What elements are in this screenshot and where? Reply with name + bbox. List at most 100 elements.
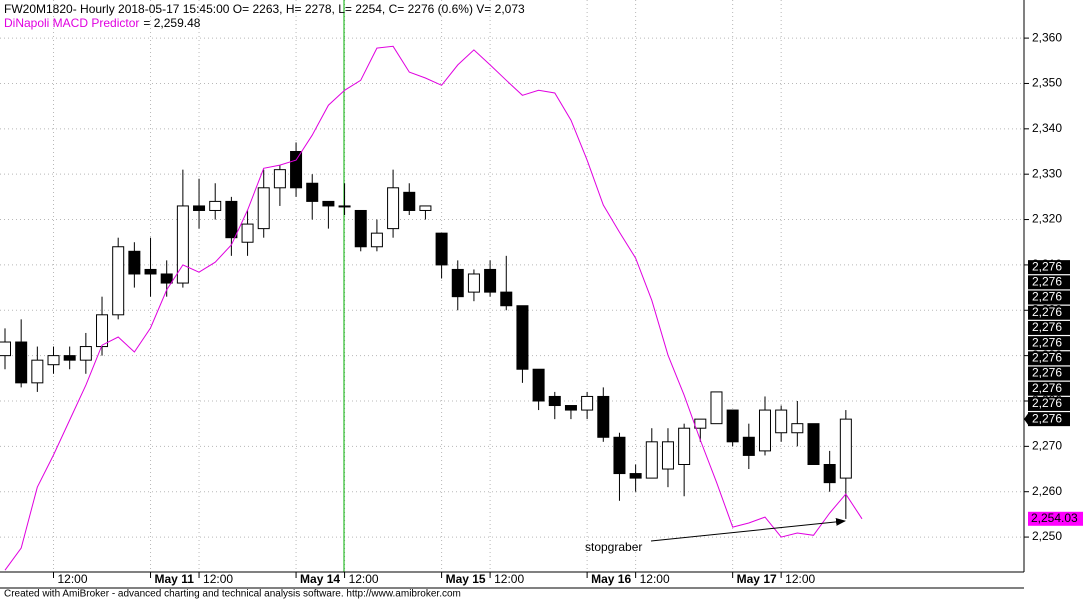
close-tag: 2,276 <box>1032 290 1062 304</box>
candle-body <box>241 223 254 243</box>
close-tag: 2,276 <box>1032 259 1062 273</box>
candle-body <box>581 395 594 411</box>
y-tick-label: 2,360 <box>1032 30 1062 44</box>
indicator-line: DiNapoli MACD Predictor = 2,259.48 <box>4 16 201 30</box>
close-tag-box <box>1028 320 1070 335</box>
candle-body <box>435 232 448 266</box>
candle-body <box>290 151 303 189</box>
close-tag: 2,276 <box>1032 351 1062 365</box>
candle-body <box>484 268 497 293</box>
x-tick-label: May 11 <box>155 572 195 586</box>
x-tick-label: May 15 <box>446 572 486 586</box>
footer: Created with AmiBroker - advanced charti… <box>4 589 461 600</box>
x-tick-label: 12:00 <box>58 572 88 586</box>
y-tick-label: 2,350 <box>1032 76 1062 90</box>
x-tick-label: May 16 <box>591 572 631 586</box>
close-tag: 2,276 <box>1032 396 1062 410</box>
y-tick-label: 2,270 <box>1032 439 1062 453</box>
candle-body <box>807 423 820 465</box>
indicator-readout: = 2,259.48 <box>143 16 200 30</box>
candle-body <box>403 191 416 211</box>
candle-body <box>338 205 351 208</box>
candle-body <box>225 200 238 239</box>
candle-body <box>273 169 286 189</box>
close-tag: 2,276 <box>1032 366 1062 380</box>
candle-body <box>661 441 674 470</box>
candle-body <box>112 246 125 316</box>
close-tag: 2,276 <box>1032 305 1062 319</box>
candle-body <box>791 423 804 434</box>
candle-body <box>726 409 739 443</box>
indicator-line <box>4 45 863 571</box>
candle-body <box>467 273 480 293</box>
x-tick-label: 12:00 <box>785 572 815 586</box>
close-tag-box <box>1028 260 1070 275</box>
x-tick-label: 12:00 <box>494 572 524 586</box>
candle-body <box>96 314 109 348</box>
candle-body <box>160 273 173 284</box>
candle-body <box>79 346 92 361</box>
chart-title: FW20M1820- Hourly 2018-05-17 15:45:00 O=… <box>4 2 525 16</box>
candle-body <box>0 341 11 357</box>
close-tag-box <box>1028 351 1070 366</box>
close-tag-box <box>1028 305 1070 320</box>
close-tag: 2,276 <box>1032 381 1062 395</box>
candle-body <box>209 200 222 211</box>
x-tick-label: 12:00 <box>203 572 233 586</box>
candle-body <box>758 409 771 452</box>
candle-body <box>176 205 189 284</box>
candle-body <box>613 436 626 475</box>
candle-body <box>516 305 529 370</box>
close-tag-box <box>1028 412 1070 427</box>
candle-body <box>63 355 76 361</box>
annotation: stopgraber <box>585 540 642 554</box>
y-tick-label: 2,340 <box>1032 121 1062 135</box>
candle-body <box>128 250 141 275</box>
candle-body <box>500 291 513 307</box>
close-tag-box <box>1028 396 1070 411</box>
candle-body <box>354 209 367 248</box>
candle-body <box>193 205 206 211</box>
label-layer: 2,2502,2602,2702,2802,2902,3002,3102,320… <box>58 30 1083 586</box>
close-tag-box <box>1028 290 1070 305</box>
close-tag: 2,276 <box>1032 320 1062 334</box>
candle-body <box>31 359 44 384</box>
predictor-tag: 2,254.03 <box>1031 511 1078 525</box>
y-tick-label: 2,260 <box>1032 484 1062 498</box>
candle-body <box>144 268 157 275</box>
candle-body <box>451 268 464 298</box>
candle-body <box>839 418 852 479</box>
candle-body <box>597 395 610 438</box>
mark-layer <box>0 45 863 571</box>
candle-body <box>306 182 319 202</box>
close-tag: 2,276 <box>1032 335 1062 349</box>
x-tick-label: May 17 <box>737 572 777 586</box>
close-tag: 2,276 <box>1032 411 1062 425</box>
candle-body <box>823 463 836 484</box>
indicator-name: DiNapoli MACD Predictor <box>4 16 139 30</box>
candle-body <box>387 187 400 230</box>
candle-body <box>548 395 561 407</box>
close-tag-box <box>1028 336 1070 351</box>
candle-body <box>694 418 707 429</box>
predictor-tag-box <box>1028 511 1083 526</box>
close-tag-box <box>1028 381 1070 396</box>
annotation-arrow <box>650 517 846 542</box>
candle-body <box>257 187 270 230</box>
candle-body <box>322 200 335 207</box>
candle-body <box>775 409 788 434</box>
x-tick-label: 12:00 <box>349 572 379 586</box>
candle-body <box>645 441 658 479</box>
x-tick-label: 12:00 <box>640 572 670 586</box>
candle-body <box>742 436 755 456</box>
y-tick-label: 2,330 <box>1032 166 1062 180</box>
candle-body <box>15 341 28 384</box>
close-tag-pointer <box>1024 412 1029 427</box>
candle-body <box>629 473 642 479</box>
close-tag-box <box>1028 366 1070 381</box>
candle-body <box>532 368 545 402</box>
x-tick-label: May 14 <box>300 572 340 586</box>
candle-body <box>419 205 432 211</box>
candle-body <box>678 427 691 465</box>
